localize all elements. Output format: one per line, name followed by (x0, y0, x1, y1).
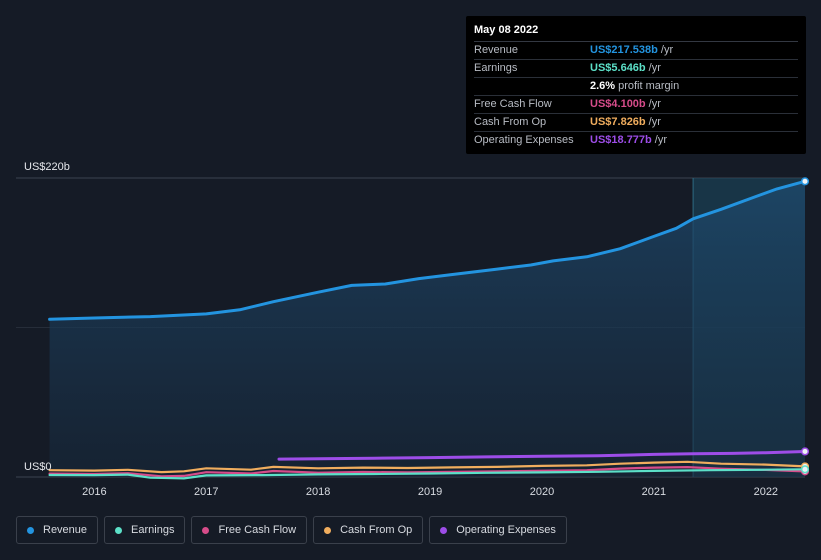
x-tick-label: 2019 (418, 486, 442, 498)
y-axis-bottom-label: US$0 (24, 461, 52, 473)
legend-item-operating-expenses[interactable]: Operating Expenses (429, 516, 567, 544)
x-tick-label: 2016 (82, 486, 106, 498)
series-line-operating-expenses (277, 450, 807, 461)
tooltip-label (474, 78, 590, 95)
legend-dot-icon (115, 526, 123, 534)
tooltip-date: May 08 2022 (474, 24, 798, 42)
series-end-point-operating-expenses (800, 447, 810, 456)
x-tick-label: 2017 (194, 486, 218, 498)
tooltip-value: US$7.826b (590, 116, 646, 128)
tooltip-unit: /yr (660, 44, 674, 56)
tooltip-label: Cash From Op (474, 116, 547, 128)
tooltip-row: Operating Expenses US$18.777b/yr (474, 132, 798, 149)
series-line-free-cash-flow (48, 466, 807, 478)
legend: Revenue Earnings Free Cash Flow Cash From O… (16, 516, 567, 544)
legend-label: Revenue (43, 524, 88, 536)
series-end-point-earnings (800, 465, 810, 474)
tooltip-unit: /yr (648, 116, 661, 128)
tooltip-unit: /yr (648, 62, 661, 74)
tooltip-unit: profit margin (618, 80, 680, 92)
tooltip-row: Cash From Op US$7.826b/yr (474, 114, 798, 132)
tooltip-row: Free Cash Flow US$4.100b/yr (474, 96, 798, 114)
series-end-point-revenue (800, 177, 810, 186)
tooltip-row: Revenue US$217.538b/yr (474, 42, 798, 60)
tooltip-value: US$18.777b (590, 134, 652, 146)
legend-dot-icon (27, 526, 34, 534)
legend-dot-icon (440, 526, 448, 534)
legend-item-revenue[interactable]: Revenue (16, 516, 99, 544)
legend-label: Free Cash Flow (218, 524, 297, 536)
legend-label: Earnings (131, 524, 175, 536)
legend-label: Cash From Op (340, 524, 413, 536)
series-line-cash-from-op (48, 460, 807, 474)
series-line-earnings (48, 468, 807, 480)
chart-area: US$220b US$0 2016 2017 2018 2019 2020 2021 202… (16, 161, 810, 498)
tooltip-value: 2.6% (590, 80, 616, 92)
legend-item-earnings[interactable]: Earnings (104, 516, 186, 544)
legend-dot-icon (324, 526, 332, 534)
tooltip-label: Revenue (474, 44, 519, 56)
legend-item-cash-from-op[interactable]: Cash From Op (313, 516, 424, 544)
series-line-revenue (48, 179, 807, 321)
legend-label: Operating Expenses (456, 524, 556, 536)
x-tick-label: 2020 (530, 486, 554, 498)
tooltip-row: 2.6% profit margin (474, 78, 798, 96)
y-axis-top-label: US$220b (24, 161, 70, 173)
tooltip-label: Free Cash Flow (474, 98, 552, 110)
legend-item-free-cash-flow[interactable]: Free Cash Flow (191, 516, 308, 544)
tooltip-unit: /yr (648, 98, 661, 110)
x-tick-label: 2022 (754, 486, 778, 498)
tooltip-label: Earnings (474, 62, 518, 74)
tooltip-label: Operating Expenses (474, 134, 574, 146)
tooltip-row: Earnings US$5.646b/yr (474, 60, 798, 78)
revenue-area (49, 181, 806, 478)
tooltip-value: US$4.100b (590, 98, 646, 110)
legend-dot-icon (202, 526, 210, 534)
tooltip-value: US$217.538b (590, 44, 658, 56)
tooltip-value: US$5.646b (590, 62, 646, 74)
tooltip-panel: May 08 2022 Revenue US$217.538b/yr Earning… (466, 16, 806, 154)
x-tick-label: 2018 (306, 486, 330, 498)
tooltip-unit: /yr (654, 134, 667, 146)
x-tick-label: 2021 (642, 486, 666, 498)
